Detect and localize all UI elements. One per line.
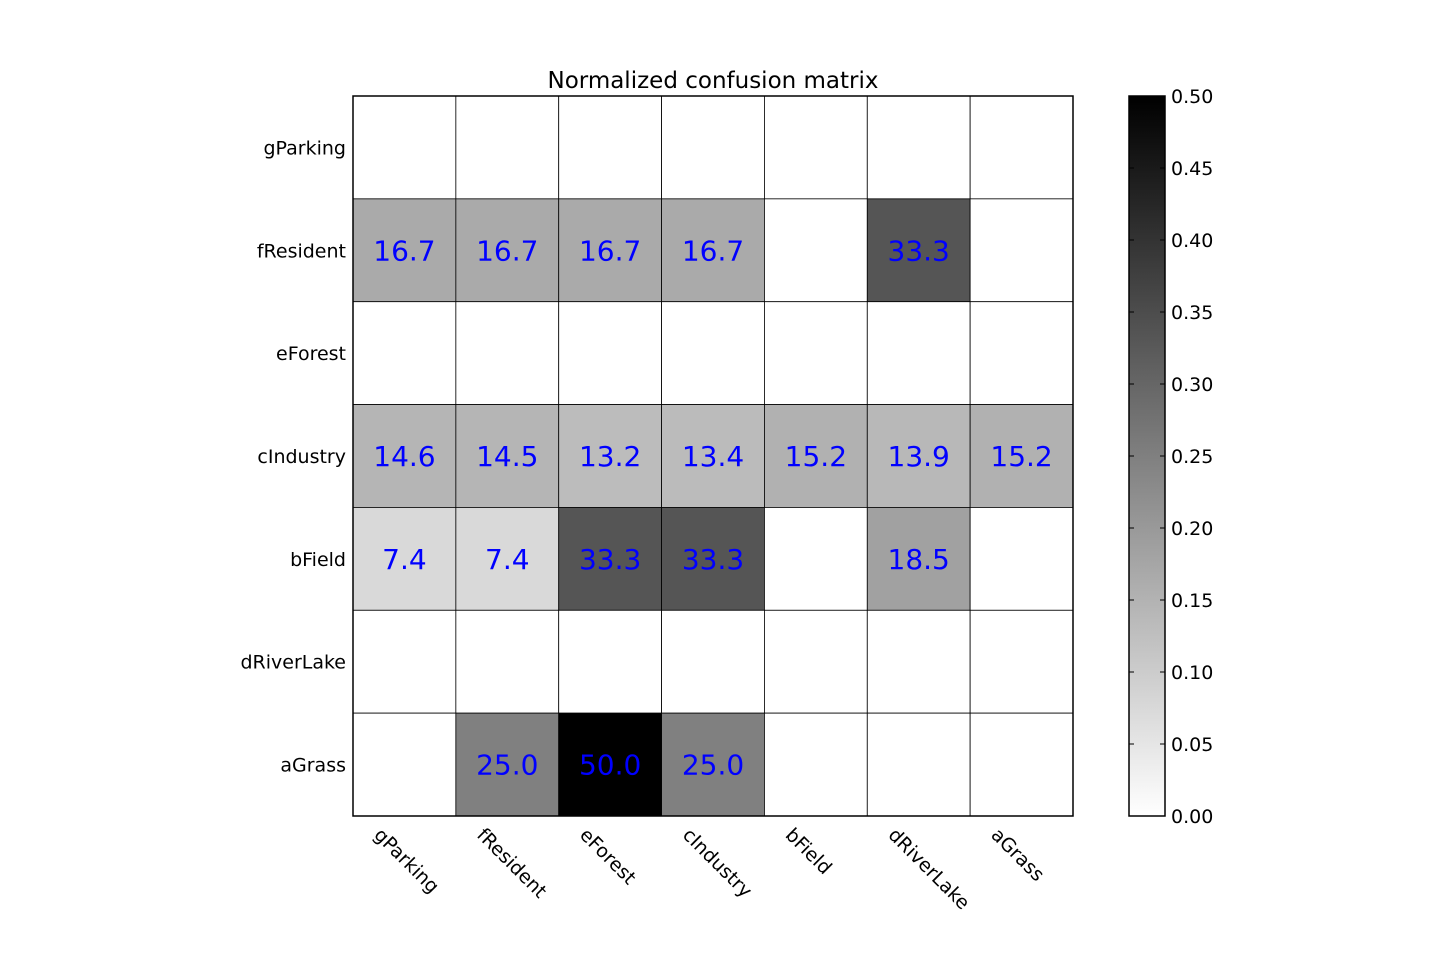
colorbar: 0.00 0.05 0.10 0.15 0.20 0.25 0.30 0.35 0.40 0.45… [1128, 86, 1213, 828]
colorbar-tick-label: 0.00 [1171, 806, 1213, 828]
cell-value-label: 13.9 [888, 440, 950, 473]
heatmap-cell [866, 404, 971, 508]
colorbar-tick-label: 0.20 [1171, 518, 1213, 540]
y-axis-tick-labels: gParking fResident eForest cIndustry bField d… [240, 137, 346, 776]
cell-value-label: 7.4 [382, 543, 427, 576]
heatmap-cell [969, 609, 1074, 714]
cell-value-label: 14.6 [373, 440, 435, 473]
heatmap-cell [455, 301, 560, 405]
x-tick-label: aGrass [987, 824, 1049, 886]
cell-value-label: 14.5 [476, 440, 538, 473]
heatmap-cell [866, 95, 971, 200]
heatmap-cell [558, 609, 662, 714]
cell-value-label: 33.3 [579, 543, 641, 576]
heatmap-cell [969, 712, 1074, 817]
cell-value-label: 15.2 [990, 440, 1052, 473]
colorbar-gradient [1128, 95, 1166, 817]
heatmap-cell [352, 507, 457, 611]
y-tick-label: gParking [263, 137, 346, 159]
heatmap-cell [661, 712, 765, 817]
heatmap-cell [866, 609, 971, 714]
x-axis-tick-labels: gParking fResident eForest cIndustry bField d… [369, 824, 1048, 914]
x-tick-label: cIndustry [678, 824, 756, 902]
cell-value-label: 15.2 [785, 440, 847, 473]
colorbar-tick-label: 0.25 [1171, 446, 1213, 468]
x-tick-label: bField [781, 824, 836, 879]
heatmap-cell [661, 301, 765, 405]
colorbar-tick-label: 0.50 [1171, 86, 1213, 108]
heatmap-cell [455, 95, 560, 200]
cell-value-label: 16.7 [373, 234, 435, 267]
colorbar-tick-label: 0.10 [1171, 662, 1213, 684]
cell-value-label: 13.4 [682, 440, 744, 473]
cell-value-label: 7.4 [485, 543, 530, 576]
heatmap-cell [764, 609, 868, 714]
colorbar-tick-label: 0.15 [1171, 590, 1213, 612]
y-tick-label: bField [290, 549, 346, 571]
heatmap-cell [866, 712, 971, 817]
cell-value-label: 13.2 [579, 440, 641, 473]
heatmap-cell [764, 198, 868, 303]
colorbar-tick-label: 0.45 [1171, 158, 1213, 180]
heatmap-cell [558, 507, 662, 611]
heatmap-cell [352, 198, 457, 303]
cell-value-label: 16.7 [476, 234, 538, 267]
heatmap-cell [455, 404, 560, 508]
x-tick-label: eForest [575, 824, 640, 889]
heatmap-cell [455, 609, 560, 714]
heatmap-cell [969, 507, 1074, 611]
cell-value-label: 25.0 [682, 749, 744, 782]
cell-value-label: 33.3 [682, 543, 744, 576]
heatmap-cell [661, 95, 765, 200]
cell-value-label: 33.3 [888, 234, 950, 267]
heatmap-cell [969, 404, 1074, 508]
heatmap-cell [661, 609, 765, 714]
heatmap-cell [352, 95, 457, 200]
cell-value-label: 16.7 [579, 234, 641, 267]
cell-value-label: 50.0 [579, 749, 641, 782]
heatmap-cell [558, 198, 662, 303]
heatmap-cell [661, 404, 765, 508]
heatmap-cell [764, 95, 868, 200]
y-tick-label: dRiverLake [240, 652, 346, 674]
heatmap-cells [352, 95, 1074, 817]
heatmap-cell [866, 198, 971, 303]
cell-value-label: 25.0 [476, 749, 538, 782]
colorbar-tick-label: 0.30 [1171, 374, 1213, 396]
y-tick-label: aGrass [280, 755, 346, 777]
heatmap-cell [969, 301, 1074, 405]
cell-value-labels: 16.7 16.7 16.7 16.7 33.3 14.6 14.5 13.2 13.4 15.2… [373, 234, 1052, 781]
y-tick-label: fResident [257, 240, 346, 262]
heatmap-cell [866, 301, 971, 405]
x-tick-label: fResident [472, 824, 551, 903]
colorbar-ticks: 0.00 0.05 0.10 0.15 0.20 0.25 0.30 0.35 0.40 0.45… [1129, 86, 1213, 828]
heatmap-cell [969, 198, 1074, 303]
cell-value-label: 16.7 [682, 234, 744, 267]
x-tick-label: gParking [369, 824, 443, 898]
heatmap-cell [558, 712, 662, 817]
heatmap-cell [764, 712, 868, 817]
heatmap-cell [558, 95, 662, 200]
y-tick-label: eForest [276, 343, 346, 365]
heatmap-cell [764, 301, 868, 405]
heatmap-cell [352, 609, 457, 714]
plot-frame [352, 95, 1074, 817]
colorbar-tick-label: 0.05 [1171, 734, 1213, 756]
heatmap-cell [352, 712, 457, 817]
y-tick-label: cIndustry [257, 446, 346, 468]
colorbar-tick-label: 0.35 [1171, 302, 1213, 324]
heatmap-cell [352, 404, 457, 508]
heatmap-cell [558, 301, 662, 405]
chart-title: Normalized confusion matrix [547, 68, 878, 94]
heatmap-cell [352, 301, 457, 405]
heatmap-cell [764, 507, 868, 611]
x-tick-label: dRiverLake [884, 824, 974, 914]
cell-value-label: 18.5 [888, 543, 950, 576]
colorbar-tick-label: 0.40 [1171, 230, 1213, 252]
heatmap-cell [969, 95, 1074, 200]
